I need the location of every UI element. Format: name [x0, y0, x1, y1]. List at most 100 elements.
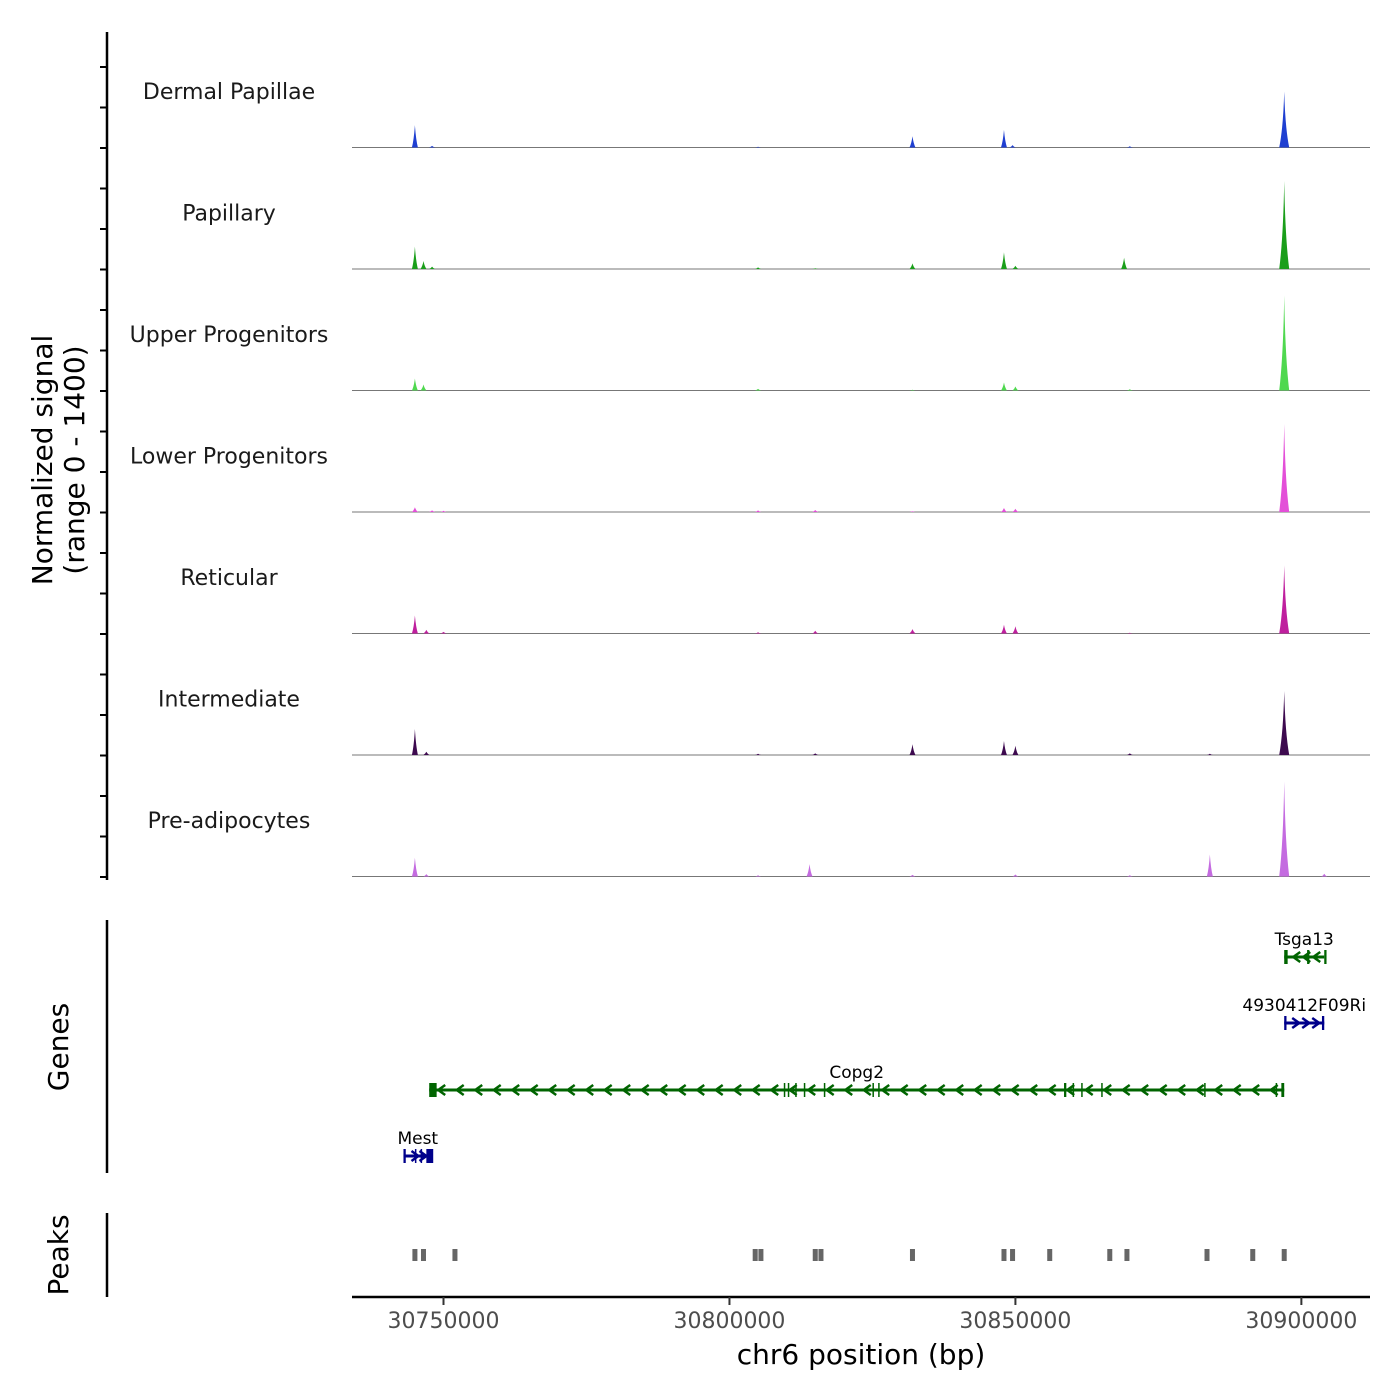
strand-arrow — [1311, 950, 1321, 964]
strand-arrow — [1213, 1083, 1223, 1097]
signal-peak — [755, 388, 762, 391]
signal-peak — [755, 875, 762, 877]
peak-region — [412, 1249, 418, 1261]
track-label: Pre-adipocytes — [148, 809, 311, 834]
strand-arrow — [1250, 1083, 1260, 1097]
x-tick-label: 30750000 — [388, 1309, 500, 1334]
strand-arrow — [1301, 950, 1311, 964]
x-tick-label: 30900000 — [1245, 1309, 1357, 1334]
coverage-panel: Normalized signal (range 0 - 1400) Derma… — [26, 32, 1370, 880]
peak-region — [812, 1249, 818, 1261]
strand-arrow — [584, 1083, 594, 1097]
strand-arrow — [991, 1083, 1001, 1097]
track-label: Intermediate — [158, 688, 300, 713]
signal-peak — [755, 510, 762, 512]
peaks-ylabel: Peaks — [42, 1214, 75, 1295]
gene-models: Tsga13 4930412F09Ri Copg2 Mest — [397, 930, 1366, 1163]
strand-arrow — [676, 1083, 687, 1097]
strand-arrow — [1139, 1083, 1149, 1097]
signal-peak — [440, 510, 447, 512]
x-axis: 30750000 30800000 30850000 30900000 chr6 po… — [352, 1295, 1370, 1371]
signal-peak — [420, 261, 427, 269]
strand-arrow — [843, 1083, 853, 1097]
signal-peak — [909, 874, 916, 877]
signal-peak — [1279, 781, 1290, 877]
peak-region — [752, 1249, 758, 1261]
signal-peak — [411, 125, 418, 148]
signal-peak — [812, 510, 819, 512]
signal-peak — [429, 266, 436, 269]
strand-arrow — [491, 1083, 502, 1097]
peak-regions — [412, 1249, 1287, 1261]
coverage-track: Papillary — [182, 181, 1370, 270]
coverage-ylabel-line1: Normalized signal — [26, 335, 59, 586]
strand-arrow — [954, 1083, 964, 1097]
strand-arrow — [602, 1083, 613, 1097]
strand-arrow — [621, 1083, 631, 1097]
strand-arrow — [898, 1083, 909, 1097]
signal-peak — [909, 389, 916, 391]
gene-exon — [1204, 1083, 1206, 1097]
gene-exon — [1281, 1083, 1285, 1097]
signal-peak — [755, 267, 762, 269]
signal-peak — [411, 378, 418, 391]
signal-peak — [411, 729, 418, 755]
genes-ylabel: Genes — [42, 1003, 75, 1091]
signal-peak — [1000, 508, 1007, 512]
strand-arrow — [639, 1083, 650, 1097]
signal-peak — [909, 136, 916, 148]
genes-panel: Genes Tsga13 4930412F09Ri Copg2 Mest — [42, 920, 1366, 1173]
strand-arrow — [1176, 1083, 1186, 1097]
coverage-axis-ticks — [100, 66, 107, 878]
coverage-track: Dermal Papillae — [143, 80, 1370, 148]
gene-label: Copg2 — [829, 1063, 884, 1083]
strand-arrow — [861, 1083, 872, 1097]
signal-peak — [1279, 691, 1290, 755]
signal-peak — [1206, 854, 1213, 877]
signal-peak — [411, 615, 418, 634]
strand-arrow — [806, 1083, 816, 1097]
gene-exon — [426, 1149, 434, 1163]
peak-region — [1047, 1249, 1053, 1261]
signal-peak — [1126, 146, 1133, 148]
signal-peak — [1279, 424, 1290, 512]
gene-model: 4930412F09Ri — [1242, 996, 1366, 1030]
strand-arrow — [713, 1083, 724, 1097]
signal-peak — [429, 145, 436, 148]
gene-exon — [1101, 1083, 1103, 1097]
peak-region — [758, 1249, 764, 1261]
gene-exon — [1307, 950, 1310, 964]
strand-arrow — [750, 1083, 761, 1097]
track-label: Reticular — [180, 566, 278, 591]
strand-arrow — [935, 1083, 946, 1097]
signal-peak — [1279, 181, 1290, 269]
signal-peak — [1279, 295, 1290, 391]
strand-arrow — [1157, 1083, 1168, 1097]
gene-exon — [1321, 1016, 1325, 1030]
strand-arrow — [473, 1083, 483, 1097]
gene-exon — [1284, 1016, 1287, 1030]
signal-peak — [1000, 624, 1007, 634]
gene-exon — [1275, 1083, 1278, 1097]
strand-arrow — [1231, 1083, 1242, 1097]
peak-region — [420, 1249, 426, 1261]
gene-exon — [795, 1083, 797, 1097]
strand-arrow — [1028, 1083, 1038, 1097]
signal-peak — [1126, 389, 1133, 391]
signal-peak — [411, 857, 418, 877]
strand-arrow — [528, 1083, 539, 1097]
signal-peak — [1000, 741, 1007, 755]
signal-peak — [1206, 753, 1213, 755]
strand-arrow — [1102, 1083, 1112, 1097]
coverage-ylabel-line2: (range 0 - 1400) — [58, 345, 91, 574]
strand-arrow — [880, 1083, 890, 1097]
track-label: Dermal Papillae — [143, 80, 315, 105]
gene-label: 4930412F09Ri — [1242, 996, 1366, 1016]
coverage-track: Intermediate — [158, 688, 1370, 756]
gene-exon — [403, 1149, 406, 1163]
signal-peak — [411, 246, 418, 269]
signal-peak — [423, 751, 430, 755]
track-label: Papillary — [182, 202, 276, 227]
coverage-track: Upper Progenitors — [130, 295, 1370, 391]
signal-peak — [1012, 508, 1019, 512]
